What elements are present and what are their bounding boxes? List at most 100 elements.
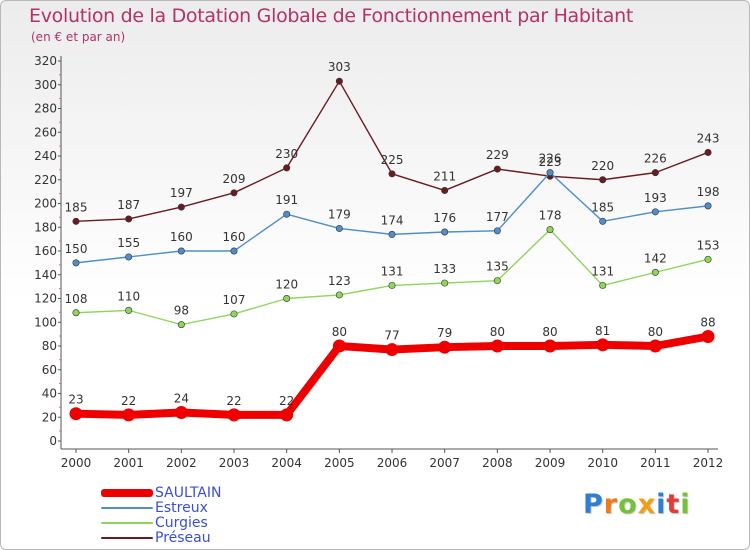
x-tick-label: 2004: [271, 456, 302, 470]
data-label-estreux: 160: [223, 230, 246, 244]
y-tick-label: 140: [34, 268, 57, 282]
data-label-saultain: 80: [490, 325, 505, 339]
data-point-prseau: [125, 215, 133, 223]
data-point-saultain: [280, 408, 294, 422]
y-tick-label: 40: [42, 387, 57, 401]
y-tick-label: 180: [34, 220, 57, 234]
y-tick-label: 200: [34, 197, 57, 211]
data-point-prseau: [335, 77, 343, 85]
logo-letter: P: [583, 489, 604, 520]
data-point-estreux: [546, 169, 554, 177]
data-label-estreux: 174: [381, 213, 404, 227]
x-tick-label: 2010: [587, 456, 618, 470]
data-label-saultain: 23: [68, 393, 83, 407]
data-label-curgies: 131: [591, 264, 614, 278]
data-point-estreux: [283, 210, 291, 218]
data-point-prseau: [441, 186, 449, 194]
y-tick-label: 320: [34, 54, 57, 68]
x-tick-label: 2007: [429, 456, 460, 470]
data-label-saultain: 80: [332, 325, 347, 339]
logo-letter: t: [666, 489, 681, 520]
data-point-estreux: [72, 259, 80, 267]
data-label-prseau: 209: [223, 172, 246, 186]
data-point-saultain: [174, 406, 188, 419]
data-label-estreux: 198: [697, 185, 720, 199]
data-label-saultain: 22: [226, 394, 241, 408]
data-label-curgies: 131: [381, 264, 404, 278]
data-point-saultain: [69, 407, 83, 421]
y-tick-label: 100: [34, 315, 57, 329]
data-point-saultain: [543, 339, 557, 353]
data-point-curgies: [441, 279, 449, 287]
data-point-curgies: [493, 277, 501, 285]
data-point-curgies: [72, 309, 80, 317]
data-label-saultain: 81: [595, 324, 610, 338]
data-label-saultain: 77: [384, 329, 399, 343]
data-point-curgies: [599, 281, 607, 289]
data-point-curgies: [704, 255, 712, 263]
data-label-prseau: 211: [433, 169, 456, 183]
data-point-curgies: [230, 310, 238, 318]
data-label-saultain: 24: [174, 392, 189, 406]
data-label-prseau: 303: [328, 60, 351, 74]
data-label-prseau: 229: [486, 148, 509, 162]
data-label-prseau: 220: [591, 159, 614, 173]
data-point-curgies: [651, 268, 659, 276]
x-tick-label: 2000: [61, 456, 92, 470]
logo-letter: r: [603, 489, 619, 520]
data-label-curgies: 120: [275, 278, 298, 292]
legend-label-saultain: SAULTAIN: [155, 485, 222, 501]
x-tick-label: 2006: [377, 456, 408, 470]
x-tick-label: 2011: [640, 456, 671, 470]
data-label-estreux: 179: [328, 207, 351, 221]
data-point-estreux: [388, 230, 396, 238]
y-tick-label: 220: [34, 173, 57, 187]
data-label-saultain: 22: [121, 394, 136, 408]
chart-subtitle: (en € et par an): [31, 30, 126, 44]
y-tick-label: 300: [34, 78, 57, 92]
data-label-prseau: 230: [275, 147, 298, 161]
x-tick-label: 2002: [166, 456, 197, 470]
y-tick-label: 20: [42, 410, 57, 424]
data-label-estreux: 177: [486, 210, 509, 224]
x-tick-label: 2005: [324, 456, 355, 470]
data-point-prseau: [72, 217, 80, 225]
data-label-curgies: 142: [644, 251, 667, 265]
data-point-prseau: [704, 148, 712, 156]
data-point-saultain: [122, 408, 136, 422]
legend-swatch-estreux: [101, 507, 153, 509]
legend-label-curgies: Curgies: [155, 515, 208, 531]
x-tick-label: 2001: [113, 456, 144, 470]
proxiti-logo: Proxiti: [583, 489, 691, 520]
data-point-curgies: [177, 321, 185, 329]
data-point-prseau: [493, 165, 501, 173]
logo-letter: x: [637, 489, 657, 520]
legend-swatch-curgies: [101, 522, 153, 524]
logo-letter: o: [618, 489, 638, 520]
data-point-saultain: [438, 340, 452, 354]
chart-title: Evolution de la Dotation Globale de Fonc…: [29, 5, 634, 27]
data-point-saultain: [227, 408, 241, 422]
data-label-curgies: 108: [65, 292, 88, 306]
data-label-prseau: 226: [644, 152, 667, 166]
y-tick-label: 240: [34, 149, 57, 163]
data-label-saultain: 80: [542, 325, 557, 339]
data-point-prseau: [230, 189, 238, 197]
data-point-prseau: [177, 203, 185, 211]
data-label-prseau: 185: [65, 200, 88, 214]
data-label-estreux: 191: [275, 193, 298, 207]
data-label-saultain: 80: [648, 325, 663, 339]
data-point-prseau: [283, 164, 291, 172]
data-label-curgies: 178: [539, 209, 562, 223]
data-label-estreux: 150: [65, 242, 88, 256]
legend-swatch-preseau: [101, 537, 153, 539]
data-label-prseau: 225: [381, 153, 404, 167]
y-tick-label: 160: [34, 244, 57, 258]
data-point-estreux: [493, 227, 501, 235]
data-label-prseau: 197: [170, 186, 193, 200]
data-label-estreux: 185: [591, 200, 614, 214]
legend-swatch-saultain: [101, 489, 153, 497]
y-tick-label: 260: [34, 125, 57, 139]
data-label-saultain: 79: [437, 326, 452, 340]
